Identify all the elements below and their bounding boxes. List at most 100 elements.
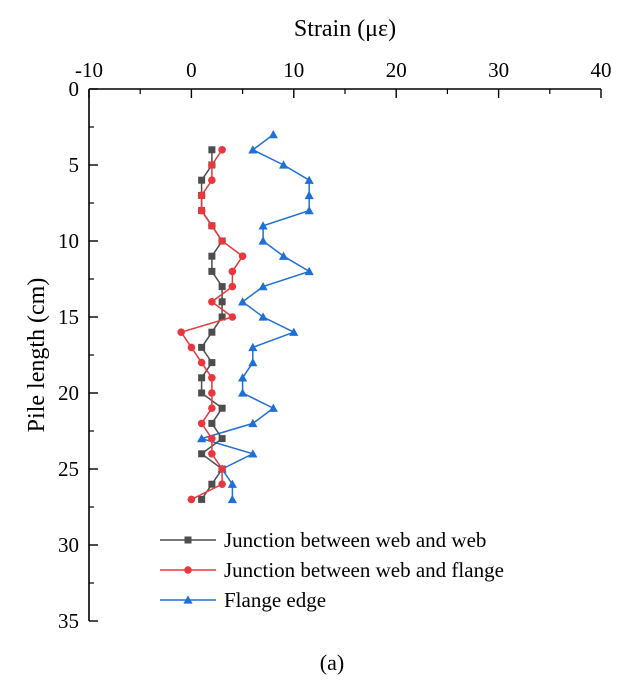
data-point: [208, 480, 216, 488]
data-point: [248, 358, 258, 367]
legend-label: Junction between web and web: [224, 528, 486, 552]
data-point: [197, 206, 206, 215]
data-point: [208, 419, 216, 427]
data-point: [248, 418, 258, 428]
x-ticks: -10 0 10 20 30 40: [75, 58, 612, 98]
data-point: [218, 465, 226, 473]
data-point: [238, 373, 248, 382]
legend-marker: [184, 566, 192, 574]
series-line: [198, 133, 311, 500]
data-point: [258, 312, 268, 321]
data-point: [218, 435, 226, 443]
legend-label: Flange edge: [224, 588, 326, 612]
data-point: [197, 191, 206, 200]
legend-item: Junction between web and web: [160, 528, 486, 552]
data-point: [248, 145, 258, 154]
data-point: [278, 160, 289, 169]
data-point: [268, 130, 278, 139]
data-point: [238, 252, 247, 260]
data-point: [208, 359, 216, 367]
data-point: [198, 343, 206, 351]
data-point: [218, 283, 226, 291]
y-tick-label: 0: [69, 77, 80, 101]
data-point: [218, 298, 226, 306]
data-point: [227, 479, 237, 488]
data-point: [208, 146, 216, 154]
x-tick-label: 0: [186, 58, 197, 82]
data-point: [197, 419, 206, 428]
y-tick-label: 5: [69, 153, 80, 177]
legend-marker: [183, 595, 193, 604]
data-point: [228, 282, 237, 291]
data-point: [248, 342, 258, 352]
data-point: [218, 404, 226, 412]
data-point: [304, 206, 314, 215]
data-point: [208, 434, 216, 443]
series-layer: [177, 130, 314, 504]
data-point: [198, 450, 206, 458]
legend-marker: [184, 536, 192, 544]
y-tick-label: 35: [58, 609, 79, 633]
x-axis-title: Strain (με): [294, 16, 396, 42]
data-point: [218, 313, 226, 321]
x-tick-label: 40: [591, 58, 612, 82]
data-point: [258, 221, 268, 230]
data-point: [208, 267, 216, 275]
data-point: [238, 297, 248, 306]
legend: Junction between web and web Junction bet…: [160, 528, 504, 612]
data-point: [198, 176, 206, 184]
data-point: [187, 495, 196, 504]
data-point: [187, 343, 196, 352]
data-point: [208, 328, 216, 336]
data-point: [228, 267, 237, 276]
data-point: [227, 494, 237, 504]
data-point: [218, 480, 226, 489]
series-triangle: [197, 130, 314, 504]
y-tick-label: 30: [58, 533, 79, 557]
data-point: [304, 266, 314, 276]
series-line: [180, 149, 244, 501]
legend-label: Junction between web and flange: [224, 558, 504, 582]
data-point: [208, 252, 216, 260]
series-circle: [177, 146, 247, 504]
figure-caption: (a): [320, 650, 344, 675]
data-point: [278, 251, 289, 260]
data-point: [177, 328, 185, 337]
data-point: [258, 282, 268, 291]
data-point: [208, 222, 216, 230]
y-tick-label: 15: [58, 305, 79, 329]
data-point: [258, 236, 268, 245]
data-point: [197, 358, 206, 367]
y-ticks: 0 5 10 15 20 25 30 35: [58, 77, 98, 633]
data-point: [208, 404, 216, 413]
data-point: [268, 403, 278, 412]
x-tick-label: 30: [488, 58, 509, 82]
x-tick-label: -10: [75, 58, 103, 82]
data-point: [208, 176, 216, 184]
y-tick-label: 10: [58, 229, 79, 253]
data-point: [208, 450, 216, 458]
legend-item: Junction between web and flange: [160, 558, 504, 582]
x-tick-label: 20: [386, 58, 407, 82]
data-point: [197, 434, 207, 443]
y-axis-title: Pile length (cm): [24, 278, 50, 433]
data-point: [218, 237, 226, 245]
data-point: [208, 374, 216, 382]
legend-item: Flange edge: [160, 588, 326, 612]
y-tick-label: 25: [58, 457, 79, 481]
data-point: [248, 449, 258, 458]
data-point: [289, 327, 299, 336]
data-point: [304, 175, 314, 184]
y-tick-label: 20: [58, 381, 79, 405]
data-point: [208, 389, 216, 397]
data-point: [198, 389, 206, 397]
data-point: [198, 495, 206, 503]
data-point: [198, 374, 206, 382]
data-point: [218, 146, 226, 154]
data-point: [304, 190, 314, 200]
data-point: [238, 388, 248, 397]
data-point: [208, 298, 216, 306]
data-point: [228, 313, 237, 321]
x-tick-label: 10: [283, 58, 304, 82]
